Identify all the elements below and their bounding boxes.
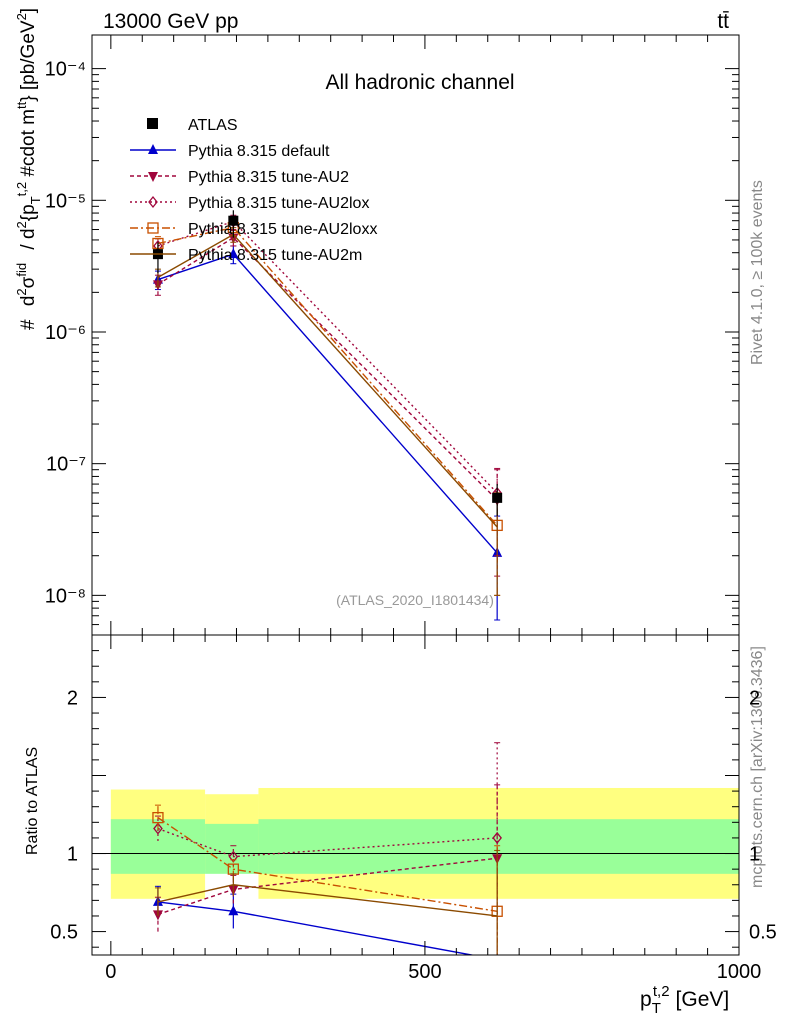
legend-marker xyxy=(148,195,158,209)
ratio-series-line xyxy=(157,817,498,912)
main-ytick-label: 10⁻⁷ xyxy=(46,454,86,476)
legend-entry-atlas: ATLAS xyxy=(147,117,238,134)
ratio-ytick-label-right: 1 xyxy=(749,844,760,866)
ratio-point xyxy=(228,905,239,916)
main-ylabel: # d2σfid / d2{pTt,2 #cdot mtt} [pb/GeV2] xyxy=(10,8,43,330)
legend-label-au2loxx: Pythia 8.315 tune-AU2loxx xyxy=(188,221,377,238)
legend-label-au2: Pythia 8.315 tune-AU2 xyxy=(188,169,349,186)
ratio-ytick-label: 2 xyxy=(67,687,78,709)
atlas-point xyxy=(492,492,503,503)
ratio-ytick-label-right: 2 xyxy=(749,687,760,709)
main-series-line xyxy=(157,220,498,494)
main-axes: 10⁻⁸ 10⁻⁷ 10⁻⁶ 10⁻⁵ 10⁻⁴ xyxy=(45,35,740,636)
ratio-xtick-label: 500 xyxy=(408,961,441,983)
ratio-point xyxy=(153,822,163,835)
main-point xyxy=(228,248,239,259)
ratio-point xyxy=(152,811,164,824)
analysis-watermark: (ATLAS_2020_I1801434) xyxy=(336,592,494,608)
legend-atlas-marker xyxy=(147,118,158,129)
band-stat xyxy=(205,823,259,874)
rivet-label: Rivet 4.1.0, ≥ 100k events xyxy=(749,180,766,365)
legend-marker xyxy=(148,144,158,154)
legend: ATLAS Pythia 8.315 default Pythia 8.315 … xyxy=(130,117,377,264)
ratio-point xyxy=(492,831,502,844)
ratio-ytick-label: 1 xyxy=(67,844,78,866)
ratio-panel: 0.5 0.5 1 1 2 2 0 500 1000 Ratio to ATLAS pTt,2[… xyxy=(24,634,777,1017)
main-ytick-label: 10⁻⁶ xyxy=(45,322,86,344)
ratio-series-line xyxy=(157,827,498,858)
ratio-frame xyxy=(91,634,740,956)
legend-marker xyxy=(147,222,159,234)
legend-label-au2lox: Pythia 8.315 tune-AU2lox xyxy=(188,195,369,212)
ratio-ylabel: Ratio to ATLAS xyxy=(24,747,41,855)
process-label: tt̄ xyxy=(717,10,729,33)
ratio-bands xyxy=(92,787,739,899)
main-ylabel-text: # d2σfid / d2{pTt,2 #cdot mtt} [pb/GeV2] xyxy=(10,8,43,330)
ratio-marks xyxy=(152,742,503,955)
ratio-xlabel-text: pTt,2 [GeV] xyxy=(640,983,729,1017)
ratio-ytick-label: 0.5 xyxy=(50,922,78,944)
main-ytick-label: 10⁻⁵ xyxy=(45,190,86,212)
legend-atlas-label: ATLAS xyxy=(188,117,238,134)
ratio-xtick-label: 0 xyxy=(105,961,116,983)
band-stat xyxy=(258,819,739,874)
main-panel: 10⁻⁸ 10⁻⁷ 10⁻⁶ 10⁻⁵ 10⁻⁴ All hadronic channe… xyxy=(10,8,740,636)
main-series-line xyxy=(157,226,498,526)
legend-marker xyxy=(148,172,158,182)
ratio-axes: 0.5 0.5 1 1 2 2 0 500 1000 xyxy=(50,635,777,983)
legend-label-au2m: Pythia 8.315 tune-AU2m xyxy=(188,247,362,264)
main-marks xyxy=(152,210,503,621)
legend-series: Pythia 8.315 default Pythia 8.315 tune-A… xyxy=(130,143,377,264)
main-ytick-label: 10⁻⁸ xyxy=(45,585,86,607)
ratio-ytick-label-right: 0.5 xyxy=(749,922,777,944)
main-series-line xyxy=(157,253,498,554)
energy-label: 13000 GeV pp xyxy=(103,10,238,33)
main-series-line xyxy=(157,233,498,528)
atlas-point xyxy=(228,215,239,226)
legend-label-default: Pythia 8.315 default xyxy=(188,143,330,160)
mcplots-label: mcplots.cern.ch [arXiv:1306.3436] xyxy=(749,646,766,888)
main-title: All hadronic channel xyxy=(325,71,514,94)
main-ytick-label: 10⁻⁴ xyxy=(45,59,86,81)
ratio-xlabel: pTt,2 [GeV] xyxy=(640,983,729,1017)
main-series-line xyxy=(157,236,498,501)
ratio-xtick-label: 1000 xyxy=(717,961,762,983)
